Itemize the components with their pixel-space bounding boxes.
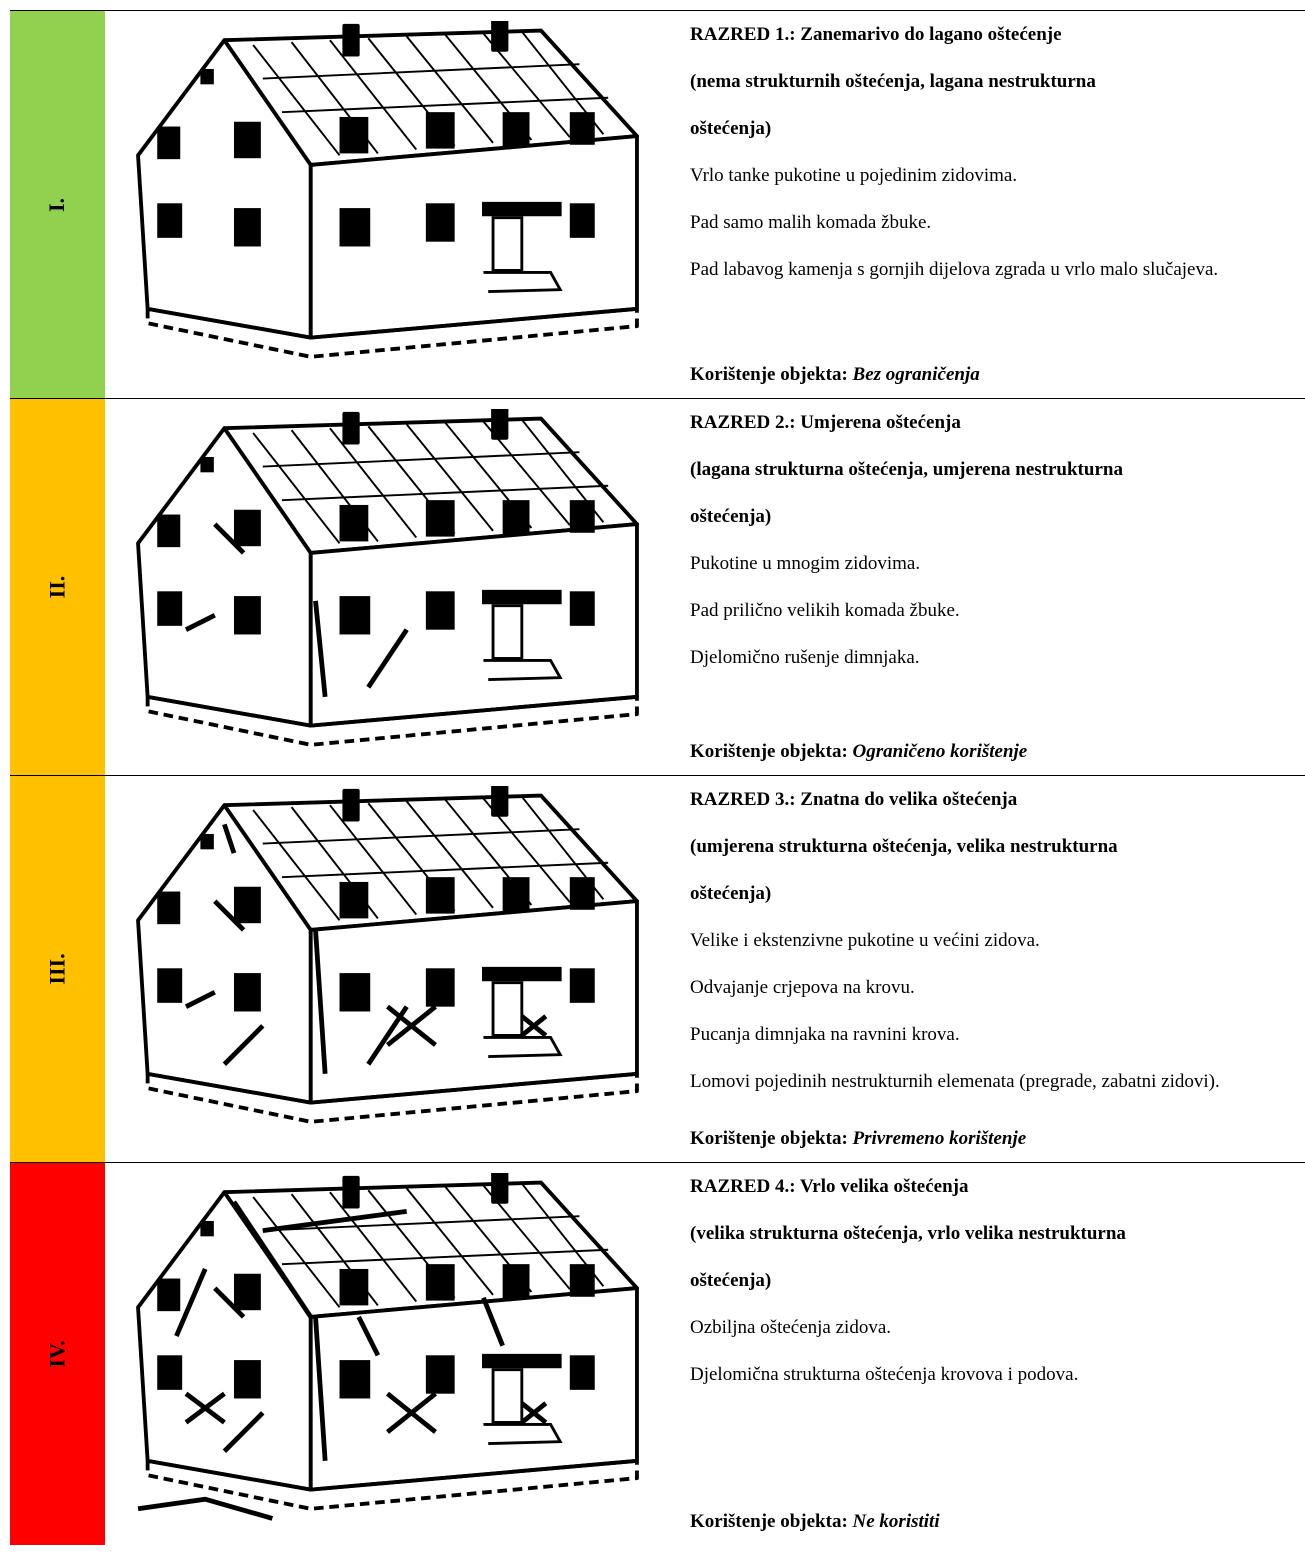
damage-item: Ozbiljna oštećenja zidova. bbox=[690, 1317, 892, 1338]
building-drawing bbox=[115, 21, 660, 376]
table-row: III. RAZRED 3.: Znatna do velika oštećenj… bbox=[10, 775, 1305, 1162]
usage: Korištenje objekta: Ograničeno korištenj… bbox=[690, 728, 1305, 775]
illustration-cell bbox=[105, 399, 680, 775]
damage-item: Pad prilično velikih komada žbuke. bbox=[690, 600, 960, 621]
damage-item: Pucanja dimnjaka na ravnini krova. bbox=[690, 1024, 960, 1045]
usage-label: Korištenje objekta: bbox=[690, 364, 848, 385]
damage-item: Pad labavog kamenja s gornjih dijelova z… bbox=[690, 259, 1219, 280]
usage: Korištenje objekta: Privremeno korištenj… bbox=[690, 1115, 1305, 1162]
grade-cell: II. bbox=[10, 399, 105, 775]
usage-label: Korištenje objekta: bbox=[690, 1511, 848, 1532]
table-row: IV. RAZRED 4.: Vrlo velika oštećenja (veli… bbox=[10, 1162, 1305, 1545]
grade-title: RAZRED 2.: Umjerena oštećenja bbox=[690, 412, 961, 433]
grade-label: II. bbox=[44, 575, 70, 599]
grade-subtitle: (umjerena strukturna oštećenja, velika n… bbox=[690, 836, 1118, 904]
grade-label: I. bbox=[44, 197, 70, 212]
illustration-cell bbox=[105, 776, 680, 1162]
usage-label: Korištenje objekta: bbox=[690, 1128, 848, 1149]
usage: Korištenje objekta: Bez ograničenja bbox=[690, 351, 1305, 398]
grade-label: III. bbox=[44, 953, 70, 985]
damage-item: Djelomično rušenje dimnjaka. bbox=[690, 647, 920, 668]
grade-title: RAZRED 4.: Vrlo velika oštećenja bbox=[690, 1176, 969, 1197]
cracks bbox=[184, 522, 409, 698]
grade-title: RAZRED 1.: Zanemarivo do lagano oštećenj… bbox=[690, 24, 1062, 45]
grade-cell: I. bbox=[10, 11, 105, 398]
table-row: II. RAZRED 2.: Umjerena oštećenja (lagana … bbox=[10, 398, 1305, 775]
usage-value: Ograničeno korištenje bbox=[852, 741, 1028, 762]
description-cell: RAZRED 3.: Znatna do velika oštećenja (um… bbox=[680, 776, 1305, 1162]
grade-subtitle: (nema strukturnih oštećenja, lagana nest… bbox=[690, 71, 1096, 139]
usage-label: Korištenje objekta: bbox=[690, 741, 848, 762]
description-cell: RAZRED 2.: Umjerena oštećenja (lagana str… bbox=[680, 399, 1305, 775]
usage-value: Privremeno korištenje bbox=[852, 1128, 1027, 1149]
grade-title: RAZRED 3.: Znatna do velika oštećenja bbox=[690, 789, 1018, 810]
damage-item: Djelomična strukturna oštećenja krovova … bbox=[690, 1364, 1079, 1385]
grade-subtitle: (lagana strukturna oštećenja, umjerena n… bbox=[690, 459, 1123, 527]
table-row: I. RAZRED 1.: Zanemarivo do lagano ošteće… bbox=[10, 10, 1305, 398]
damage-table: I. RAZRED 1.: Zanemarivo do lagano ošteće… bbox=[10, 10, 1305, 1545]
illustration-cell bbox=[105, 11, 680, 398]
building-drawing bbox=[115, 409, 660, 764]
damage-item: Odvajanje crjepova na krovu. bbox=[690, 977, 915, 998]
building-drawing bbox=[115, 786, 660, 1141]
damage-item: Lomovi pojedinih nestrukturnih elemenata… bbox=[690, 1071, 1220, 1092]
building-drawing bbox=[115, 1173, 660, 1521]
illustration-cell bbox=[105, 1163, 680, 1545]
grade-label: IV. bbox=[44, 1340, 70, 1368]
cracks bbox=[137, 1200, 548, 1521]
damage-item: Pukotine u mnogim zidovima. bbox=[690, 553, 921, 574]
grade-cell: IV. bbox=[10, 1163, 105, 1545]
damage-item: Vrlo tanke pukotine u pojedinim zidovima… bbox=[690, 165, 1018, 186]
usage: Korištenje objekta: Ne koristiti bbox=[690, 1498, 1305, 1545]
description-cell: RAZRED 1.: Zanemarivo do lagano oštećenj… bbox=[680, 11, 1305, 398]
damage-item: Pad samo malih komada žbuke. bbox=[690, 212, 932, 233]
description-cell: RAZRED 4.: Vrlo velika oštećenja (velika … bbox=[680, 1163, 1305, 1545]
grade-cell: III. bbox=[10, 776, 105, 1162]
usage-value: Ne koristiti bbox=[852, 1511, 940, 1532]
cracks bbox=[184, 823, 548, 1074]
damage-item: Velike i ekstenzivne pukotine u većini z… bbox=[690, 930, 1040, 951]
grade-subtitle: (velika strukturna oštećenja, vrlo velik… bbox=[690, 1223, 1126, 1291]
usage-value: Bez ograničenja bbox=[852, 364, 980, 385]
